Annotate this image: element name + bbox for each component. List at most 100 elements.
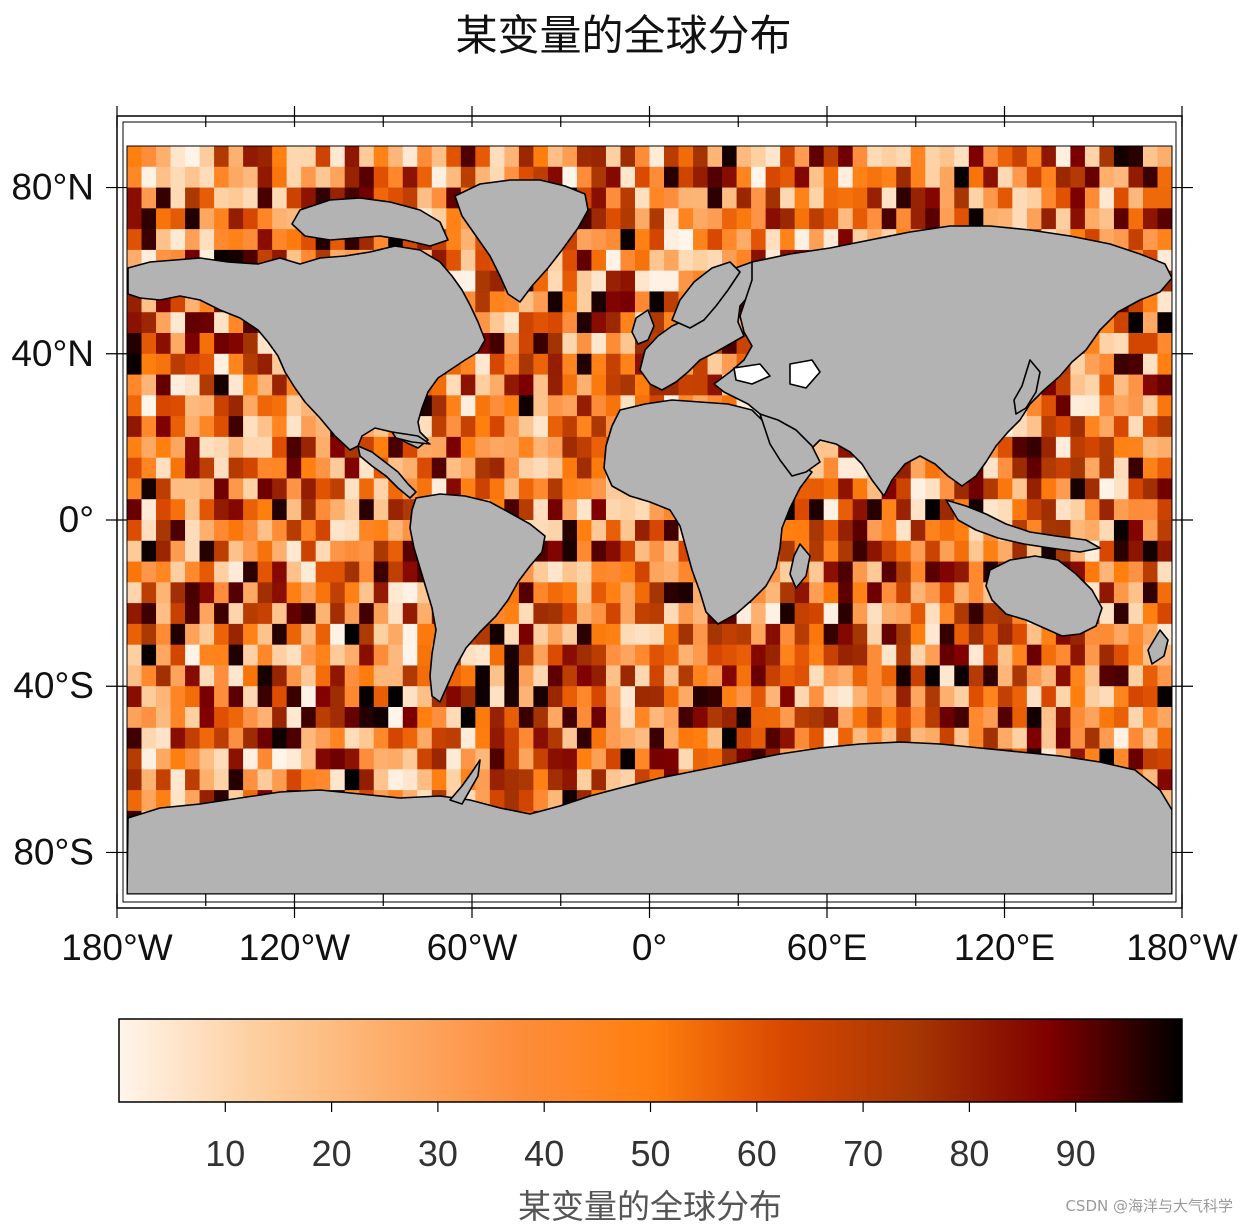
grid-cell <box>243 540 259 563</box>
grid-cell <box>620 665 636 687</box>
grid-cell <box>605 146 622 168</box>
grid-cell <box>852 540 868 563</box>
grid-cell <box>228 686 244 708</box>
grid-cell <box>1128 166 1144 189</box>
grid-cell <box>823 623 839 646</box>
grid-cell <box>214 520 230 542</box>
grid-cell <box>388 499 404 521</box>
grid-cell <box>664 603 680 625</box>
grid-cell <box>983 208 999 230</box>
grid-cell <box>925 603 941 625</box>
grid-cell <box>620 374 636 396</box>
grid-cell <box>388 436 404 459</box>
grid-cell <box>649 187 665 209</box>
grid-cell <box>736 623 752 646</box>
grid-cell <box>127 665 143 687</box>
grid-cell <box>722 187 738 209</box>
grid-cell <box>576 312 593 334</box>
grid-cell <box>634 540 651 563</box>
grid-cell <box>272 748 288 770</box>
grid-cell <box>257 166 273 189</box>
grid-cell <box>228 416 244 438</box>
grid-cell <box>504 146 520 168</box>
grid-cell <box>156 478 172 500</box>
grid-cell <box>620 208 636 230</box>
grid-cell <box>301 603 317 625</box>
grid-cell <box>910 499 926 521</box>
grid-cell <box>359 478 375 500</box>
grid-cell <box>910 166 926 189</box>
grid-cell <box>1157 374 1172 396</box>
grid-cell <box>301 520 317 542</box>
grid-cell <box>402 561 418 583</box>
grid-cell <box>605 623 622 646</box>
grid-cell <box>1142 582 1159 604</box>
grid-cell <box>1070 436 1086 459</box>
grid-cell <box>402 187 418 209</box>
grid-cell <box>446 769 462 791</box>
grid-cell <box>417 146 433 168</box>
grid-cell <box>141 208 157 230</box>
grid-cell <box>780 644 796 667</box>
grid-cell <box>852 561 868 583</box>
colorbar-tick-label: 50 <box>630 1133 670 1174</box>
grid-cell <box>605 582 622 604</box>
grid-cell <box>388 540 404 563</box>
grid-cell <box>417 166 433 189</box>
grid-cell <box>214 603 230 625</box>
grid-cell <box>605 499 622 521</box>
grid-cell <box>649 146 665 168</box>
grid-cell <box>1142 665 1159 687</box>
grid-cell <box>257 644 273 667</box>
grid-cell <box>968 727 984 750</box>
grid-cell <box>127 644 143 667</box>
colorbar-tick-label: 30 <box>418 1133 458 1174</box>
grid-cell <box>620 499 636 521</box>
grid-cell <box>547 561 564 583</box>
grid-cell <box>1142 229 1159 251</box>
grid-cell <box>736 146 752 168</box>
grid-cell <box>1128 395 1144 417</box>
colorbar-label: 某变量的全球分布 <box>518 1187 782 1226</box>
grid-cell <box>591 582 607 604</box>
grid-cell <box>199 353 215 376</box>
grid-cell <box>127 374 143 396</box>
grid-cell <box>1113 478 1130 500</box>
grid-cell <box>388 561 404 583</box>
grid-cell <box>330 146 346 168</box>
grid-cell <box>272 208 288 230</box>
grid-cell <box>533 665 549 687</box>
grid-cell <box>823 478 839 500</box>
grid-cell <box>1128 499 1144 521</box>
grid-cell <box>170 769 186 791</box>
grid-cell <box>823 644 839 667</box>
grid-cell <box>460 478 476 500</box>
grid-cell <box>518 769 534 791</box>
grid-cell <box>257 603 273 625</box>
grid-cell <box>1012 665 1028 687</box>
grid-cell <box>1012 686 1028 708</box>
grid-cell <box>446 686 462 708</box>
grid-cell <box>214 665 230 687</box>
grid-cell <box>301 436 317 459</box>
grid-cell <box>591 312 607 334</box>
grid-cell <box>1055 166 1071 189</box>
grid-cell <box>1084 374 1101 396</box>
grid-cell <box>214 436 230 459</box>
longitude-labels: 180°W 120°W 60°W 0° 60°E 120°E 180°W <box>61 927 1238 968</box>
grid-cell <box>257 478 273 500</box>
grid-cell <box>794 187 810 209</box>
grid-cell <box>185 146 201 168</box>
colorbar-tick-label: 20 <box>312 1133 352 1174</box>
grid-cell <box>127 769 143 791</box>
grid-cell <box>156 520 172 542</box>
grid-cell <box>649 623 665 646</box>
grid-cell <box>170 499 186 521</box>
grid-cell <box>127 478 143 500</box>
grid-cell <box>518 353 534 376</box>
grid-cell <box>518 478 534 500</box>
grid-cell <box>722 644 738 667</box>
grid-cell <box>185 623 201 646</box>
grid-cell <box>1099 436 1115 459</box>
grid-cell <box>780 603 796 625</box>
